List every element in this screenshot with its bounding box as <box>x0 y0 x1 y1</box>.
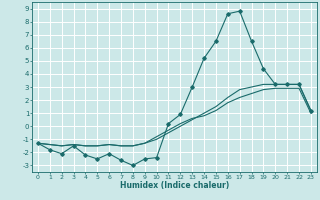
X-axis label: Humidex (Indice chaleur): Humidex (Indice chaleur) <box>120 181 229 190</box>
